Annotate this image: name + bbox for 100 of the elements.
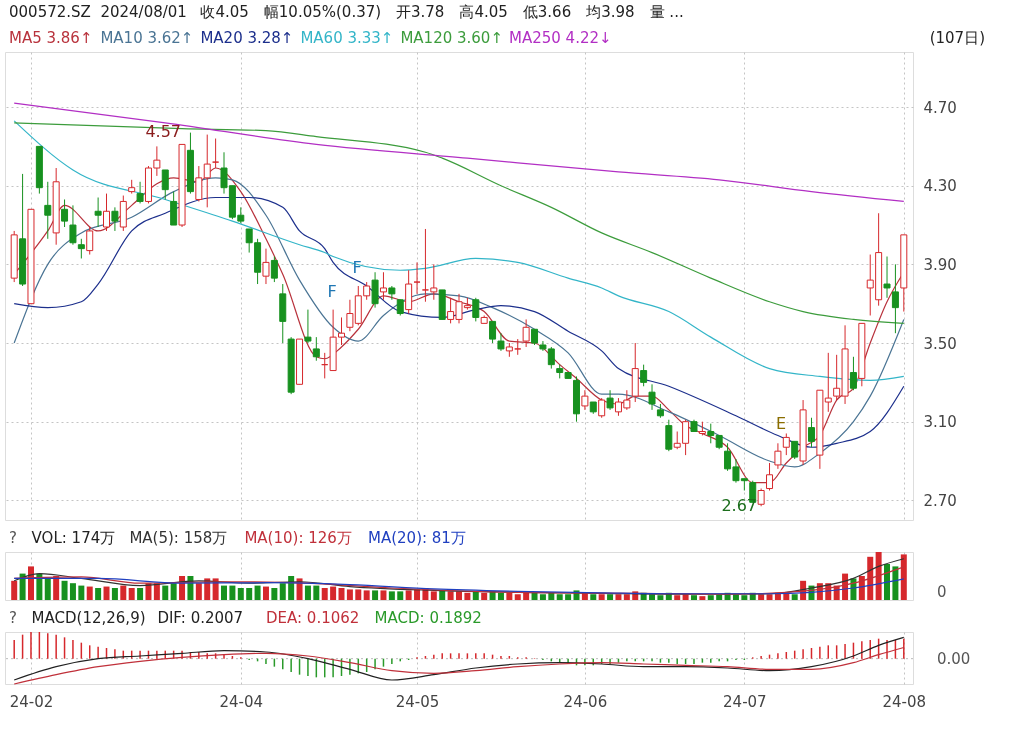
annotation: 2.67 [721, 496, 757, 515]
text: 量 ... [649, 3, 684, 21]
candlestick [891, 263, 899, 334]
line-series [13, 122, 905, 324]
text: MA250 4.22↓ [509, 29, 612, 47]
chart-title: VOL: 174万 [31, 529, 116, 547]
bar [170, 583, 177, 600]
candlestick [77, 238, 85, 259]
text: MA(20): 81万 [368, 529, 466, 547]
line-series [13, 120, 905, 381]
candlestick [212, 138, 220, 169]
y-tick-label: 2.70 [923, 491, 957, 510]
bar [195, 583, 202, 600]
line-series [13, 102, 905, 203]
candlestick [136, 181, 144, 204]
candlestick [312, 336, 320, 362]
series-label: DIF: 0.2007 [157, 609, 244, 627]
x-tick-label: 24-05 [395, 692, 440, 711]
text: 开3.78 [396, 3, 445, 21]
bar [598, 594, 605, 600]
x-tick-label: 24-02 [9, 692, 54, 711]
candlestick [782, 432, 790, 456]
bar [363, 590, 370, 600]
bar [95, 588, 102, 600]
bar [565, 594, 572, 600]
bar [162, 585, 169, 600]
bar [86, 586, 93, 600]
text: 收4.05 [200, 3, 249, 21]
y-tick-label: 3.10 [923, 413, 957, 432]
candlestick [262, 248, 270, 285]
candlestick [195, 165, 203, 202]
candlestick [522, 318, 530, 348]
bar [607, 594, 614, 600]
bar [514, 594, 521, 600]
text: 2024/08/01 [100, 3, 187, 21]
bar [237, 588, 244, 600]
bar [556, 594, 563, 600]
bar [128, 588, 135, 600]
text: ? [9, 529, 17, 547]
bar [61, 580, 68, 600]
bar [69, 583, 76, 600]
bar [397, 591, 404, 600]
bar [707, 595, 714, 600]
candlestick [849, 356, 857, 391]
bar [464, 592, 471, 600]
bar [439, 590, 446, 600]
candlestick [44, 181, 52, 240]
bar [531, 592, 538, 600]
text: MA20 3.28↑ [200, 29, 294, 47]
text: 低3.66 [522, 3, 572, 21]
text: MA60 3.33↑ [300, 29, 394, 47]
bar [346, 589, 353, 600]
candlestick [606, 389, 614, 411]
candlestick [421, 228, 429, 303]
bar [120, 585, 127, 600]
candlestick [883, 256, 891, 299]
candlestick [170, 191, 178, 226]
bar [279, 583, 286, 600]
x-tick-label: 24-04 [219, 692, 264, 711]
candlestick [270, 256, 278, 283]
bar [506, 592, 513, 600]
text: 0 [937, 583, 947, 601]
bar [355, 589, 362, 600]
bar [791, 594, 798, 600]
candlestick [648, 383, 656, 411]
bar [405, 590, 412, 600]
bar [271, 588, 278, 600]
bar [766, 594, 773, 600]
bar [900, 554, 907, 600]
text: 幅10.05%(0.37) [263, 3, 382, 21]
bar [330, 586, 337, 600]
bar [53, 576, 60, 600]
candlestick [581, 389, 589, 411]
text: 0.00 [937, 649, 971, 668]
bar [447, 591, 454, 600]
x-tick-label: 24-08 [882, 692, 927, 711]
candlestick [103, 193, 111, 232]
bar [741, 595, 748, 600]
candlestick [640, 364, 648, 387]
y-tick-label: 4.70 [923, 98, 957, 117]
bar [11, 580, 18, 600]
bar [497, 592, 504, 600]
bar [111, 588, 118, 600]
candlestick [807, 417, 815, 448]
bar [388, 591, 395, 600]
x-tick-label: 24-06 [563, 692, 608, 711]
bar [590, 594, 597, 600]
series-label: MACD: 0.1892 [374, 609, 482, 627]
bar [615, 594, 622, 600]
candlestick [111, 206, 119, 232]
bar [623, 594, 630, 600]
bar [27, 566, 34, 600]
text: MA120 3.60↑ [400, 29, 503, 47]
bar [674, 595, 681, 600]
x-tick-label: 24-07 [723, 692, 767, 711]
text: (107日) [929, 29, 985, 47]
text: 均3.98 [585, 3, 635, 21]
candlestick [766, 462, 774, 491]
candlestick [371, 271, 379, 309]
candlestick [94, 197, 102, 228]
